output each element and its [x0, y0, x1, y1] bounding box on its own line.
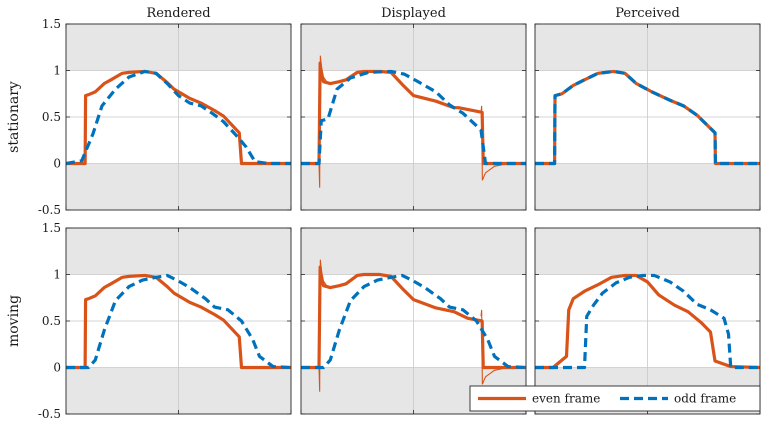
panel-stationary-rendered: -0.5 0 0.5 1 1.5 [38, 17, 292, 217]
panel-frame [300, 227, 527, 415]
y-tick-label: 0.5 [42, 314, 61, 328]
plot-area [535, 69, 760, 166]
legend: even frame odd frame [469, 385, 761, 412]
panel-frame [534, 227, 761, 415]
y-tick-label: 1 [53, 268, 61, 282]
plot-area [535, 273, 760, 370]
plot-area [66, 273, 291, 370]
column-title-displayed: Displayed [381, 6, 446, 21]
column-titles: Rendered Displayed Perceived [146, 6, 679, 21]
series-line-odd-frame [301, 69, 526, 166]
series-line-odd-frame [301, 273, 526, 370]
row-label-moving: moving [6, 295, 22, 347]
y-tick-label: 0.5 [42, 110, 61, 124]
y-tick-label: -0.5 [38, 203, 61, 217]
y-tick-label: 1.5 [42, 221, 61, 235]
panel-frame [534, 23, 761, 211]
column-title-perceived: Perceived [615, 6, 680, 21]
series-line-odd-frame [535, 273, 760, 370]
series-line-odd-frame [535, 69, 760, 166]
plot-area [301, 259, 526, 392]
row-labels: stationary moving [6, 81, 22, 347]
series-line-even-frame [535, 273, 760, 370]
panel-moving-rendered: -0.5 0 0.5 1 1.5 [38, 221, 292, 421]
y-tick-label: -0.5 [38, 407, 61, 421]
panel-moving-displayed [300, 227, 527, 415]
series-line-odd-frame [66, 69, 291, 166]
panels: -0.5 0 0.5 1 1.5 -0.5 0 0.5 1 1.5 [38, 17, 761, 421]
panel-frame [65, 227, 292, 415]
plot-area [66, 69, 291, 166]
y-tick-label: 1 [53, 64, 61, 78]
series-line-odd-frame [66, 273, 291, 370]
y-tick-label: 0 [53, 157, 61, 171]
y-tick-label: 0 [53, 361, 61, 375]
legend-label-even-frame: even frame [532, 392, 600, 406]
column-title-rendered: Rendered [146, 6, 210, 21]
panel-stationary-displayed [300, 23, 527, 211]
panel-frame [300, 23, 527, 211]
y-tick-label: 1.5 [42, 17, 61, 31]
panel-stationary-perceived [534, 23, 761, 211]
row-label-stationary: stationary [6, 81, 22, 153]
plot-area [301, 55, 526, 188]
panel-frame [65, 23, 292, 211]
legend-label-odd-frame: odd frame [674, 392, 736, 406]
